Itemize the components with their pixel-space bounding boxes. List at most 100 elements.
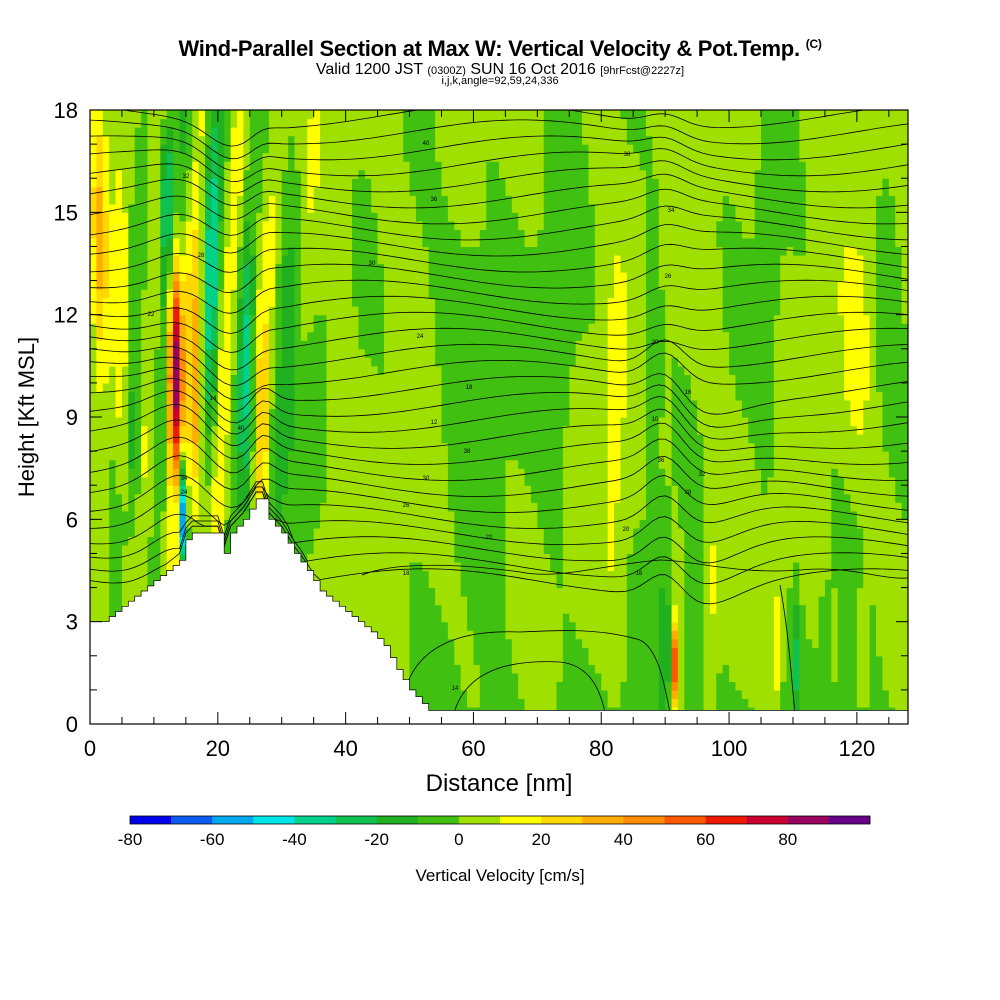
velocity-cell xyxy=(352,527,360,537)
velocity-cell xyxy=(799,391,807,401)
velocity-cell xyxy=(243,485,251,495)
velocity-cell xyxy=(671,485,679,495)
velocity-cell xyxy=(486,476,494,486)
velocity-cell xyxy=(505,689,513,700)
velocity-cell xyxy=(684,519,692,529)
velocity-cell xyxy=(569,689,577,700)
velocity-cell xyxy=(844,647,852,657)
velocity-cell xyxy=(537,681,545,691)
velocity-cell xyxy=(722,399,730,410)
velocity-cell xyxy=(441,672,449,682)
velocity-cell xyxy=(767,417,775,427)
velocity-cell xyxy=(684,468,692,478)
velocity-cell xyxy=(390,451,398,461)
velocity-cell xyxy=(530,638,538,648)
velocity-cell xyxy=(403,399,411,410)
velocity-cell xyxy=(684,613,692,623)
velocity-cell xyxy=(562,544,570,555)
velocity-cell xyxy=(492,604,500,614)
velocity-cell xyxy=(505,502,513,512)
velocity-cell xyxy=(428,399,436,410)
velocity-cell xyxy=(620,485,628,495)
velocity-cell xyxy=(773,485,781,495)
velocity-cell xyxy=(824,630,832,640)
velocity-cell xyxy=(652,459,660,469)
velocity-cell xyxy=(102,536,110,546)
velocity-cell xyxy=(703,553,711,563)
velocity-cell xyxy=(281,391,289,401)
velocity-cell xyxy=(761,570,769,580)
velocity-cell xyxy=(486,647,494,657)
velocity-cell xyxy=(799,476,807,486)
velocity-cell xyxy=(645,604,653,614)
velocity-cell xyxy=(141,425,149,435)
velocity-cell xyxy=(428,570,436,580)
velocity-cell xyxy=(767,672,775,682)
velocity-cell xyxy=(824,561,832,572)
velocity-cell xyxy=(856,621,864,631)
velocity-cell xyxy=(383,553,391,563)
velocity-cell xyxy=(748,544,756,555)
velocity-cell xyxy=(96,536,104,546)
velocity-cell xyxy=(652,417,660,427)
velocity-cell xyxy=(690,672,698,682)
velocity-cell xyxy=(876,451,884,461)
velocity-cell xyxy=(390,510,398,520)
velocity-cell xyxy=(134,417,142,427)
velocity-cell xyxy=(901,698,908,708)
velocity-cell xyxy=(543,613,551,623)
velocity-cell xyxy=(614,519,622,529)
velocity-cell xyxy=(211,459,219,469)
velocity-cell xyxy=(460,399,468,410)
velocity-cell xyxy=(562,672,570,682)
velocity-cell xyxy=(275,391,283,401)
velocity-cell xyxy=(856,604,864,614)
velocity-cell xyxy=(812,544,820,555)
velocity-cell xyxy=(530,425,538,435)
velocity-cell xyxy=(179,510,187,520)
velocity-cell xyxy=(620,587,628,597)
velocity-cell xyxy=(863,408,871,418)
velocity-cell xyxy=(792,681,800,691)
velocity-cell xyxy=(115,527,123,537)
velocity-cell xyxy=(332,493,340,503)
velocity-cell xyxy=(454,536,462,546)
velocity-cell xyxy=(690,459,698,469)
velocity-cell xyxy=(211,408,219,418)
velocity-cell xyxy=(863,561,871,572)
velocity-cell xyxy=(569,655,577,665)
velocity-cell xyxy=(102,476,110,486)
velocity-cell xyxy=(639,647,647,657)
velocity-cell xyxy=(530,502,538,512)
velocity-cell xyxy=(288,527,296,537)
velocity-cell xyxy=(844,544,852,555)
velocity-cell xyxy=(198,459,206,469)
velocity-cell xyxy=(479,672,487,682)
velocity-cell xyxy=(147,399,155,410)
velocity-cell xyxy=(224,544,232,555)
velocity-cell xyxy=(224,451,232,461)
velocity-cell xyxy=(179,425,187,435)
velocity-cell xyxy=(620,536,628,546)
velocity-cell xyxy=(716,408,724,418)
velocity-cell xyxy=(409,681,417,691)
velocity-cell xyxy=(435,664,443,674)
velocity-cell xyxy=(115,459,123,469)
velocity-cell xyxy=(850,536,858,546)
velocity-cell xyxy=(620,510,628,520)
velocity-cell xyxy=(652,561,660,572)
velocity-cell xyxy=(198,527,206,537)
velocity-cell xyxy=(479,425,487,435)
velocity-cell xyxy=(300,468,308,478)
velocity-cell xyxy=(217,425,225,435)
velocity-cell xyxy=(569,459,577,469)
velocity-cell xyxy=(332,561,340,572)
velocity-cell xyxy=(524,425,532,435)
velocity-cell xyxy=(831,613,839,623)
velocity-cell xyxy=(364,604,372,614)
velocity-cell xyxy=(709,647,717,657)
velocity-cell xyxy=(530,417,538,427)
velocity-cell xyxy=(415,553,423,563)
velocity-cell xyxy=(454,604,462,614)
velocity-cell xyxy=(454,587,462,597)
